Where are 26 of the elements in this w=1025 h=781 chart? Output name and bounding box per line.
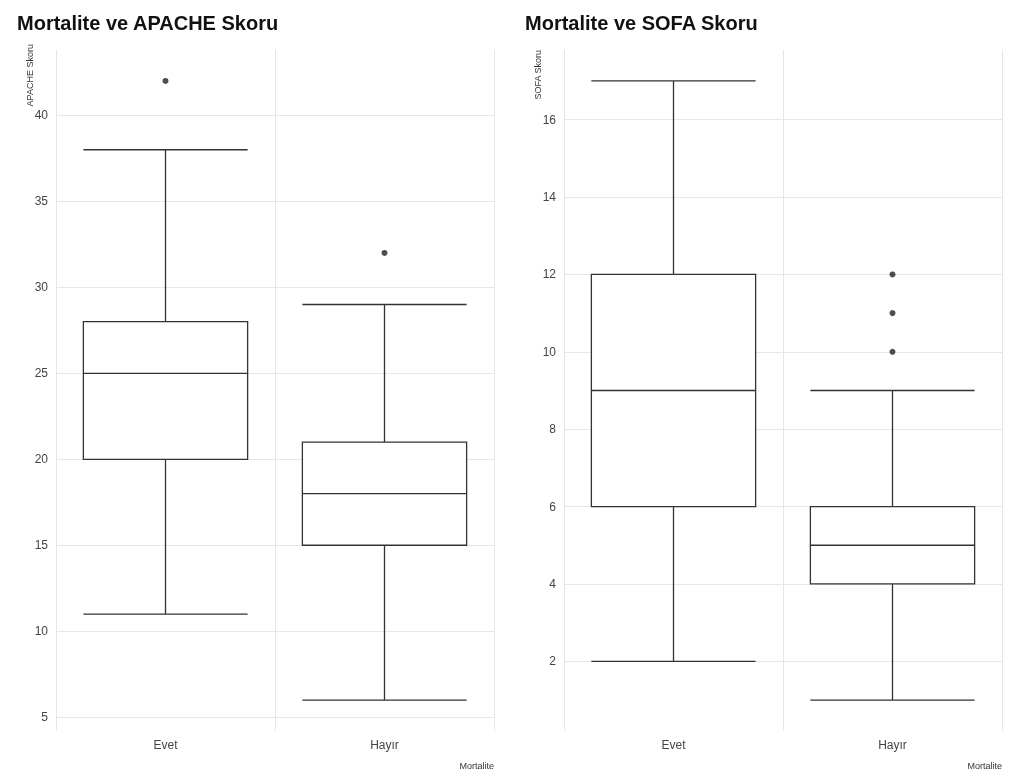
x-axis-title: Mortalite: [459, 760, 494, 771]
y-tick-label: 8: [549, 422, 557, 437]
y-tick-label: 30: [34, 280, 49, 295]
chart-title: Mortalite ve APACHE Skoru: [17, 12, 279, 34]
y-tick-label: 12: [542, 267, 557, 282]
y-tick-label: 20: [34, 452, 49, 467]
y-tick-label: 2: [549, 654, 557, 669]
x-tick-label: Hayır: [370, 738, 399, 752]
y-axis-title: APACHE Skoru: [24, 44, 35, 107]
chart-title: Mortalite ve SOFA Skoru: [525, 12, 758, 34]
x-tick-label: Evet: [153, 738, 179, 752]
x-tick-label: Hayır: [878, 738, 907, 752]
y-axis-title: SOFA Skoru: [532, 50, 543, 100]
y-tick-label: 35: [34, 194, 49, 209]
y-tick-label: 5: [41, 710, 49, 725]
x-tick-label: Evet: [661, 738, 687, 752]
y-tick-label: 6: [549, 499, 557, 514]
y-tick-label: 40: [34, 108, 49, 123]
y-tick-label: 15: [34, 538, 49, 553]
y-tick-label: 25: [34, 366, 49, 381]
y-tick-label: 10: [34, 624, 49, 639]
y-tick-label: 10: [542, 344, 557, 359]
y-tick-label: 4: [549, 576, 557, 591]
y-tick-label: 16: [542, 112, 557, 127]
x-axis-title: Mortalite: [967, 760, 1002, 771]
y-tick-label: 14: [542, 190, 557, 205]
